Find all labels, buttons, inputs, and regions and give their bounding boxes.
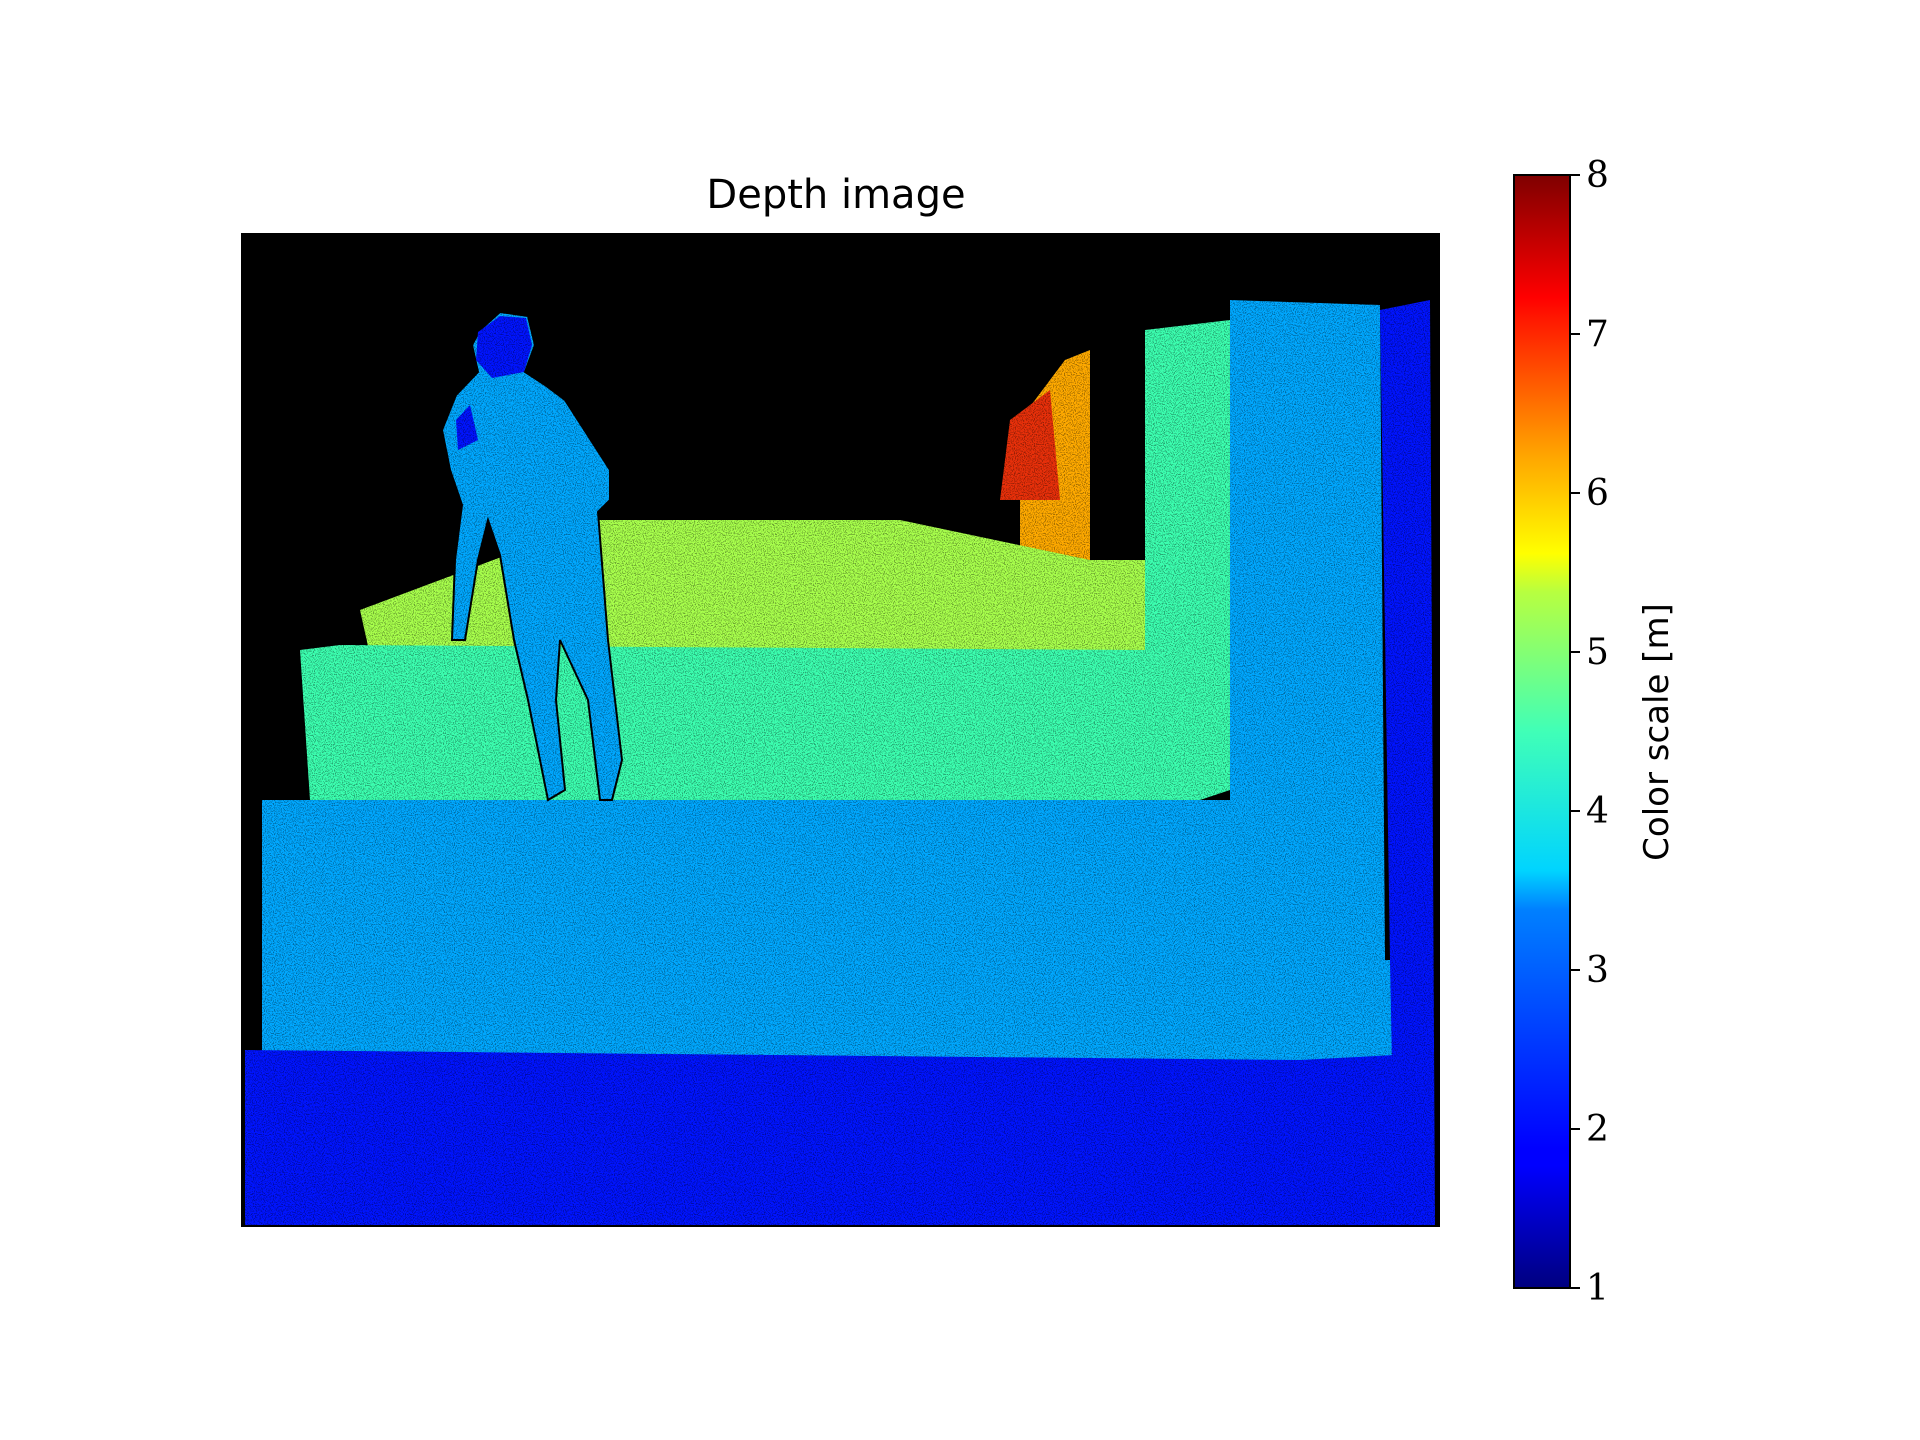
colorbar-label: Color scale [m] <box>1637 603 1677 861</box>
colorbar-tick-label: 5 <box>1586 632 1609 673</box>
chart-title: Depth image <box>706 172 965 218</box>
colorbar-tick-label: 2 <box>1586 1109 1609 1150</box>
colorbar-tick-label: 6 <box>1586 473 1609 514</box>
colorbar-tick-label: 3 <box>1586 950 1609 991</box>
image-frame <box>241 233 1440 1227</box>
colorbar-tick-label: 8 <box>1586 155 1609 196</box>
depth-image <box>242 234 1439 1226</box>
colorbar-tick-label: 7 <box>1586 314 1609 355</box>
colorbar-tick-label: 4 <box>1586 791 1609 832</box>
sensor-noise-overlay <box>242 234 1439 1226</box>
colorbar: 1 2 3 4 5 6 7 8 Color scale [m] <box>1513 155 1677 1309</box>
colorbar-gradient <box>1513 174 1571 1289</box>
colorbar-tick-label: 1 <box>1586 1268 1609 1309</box>
